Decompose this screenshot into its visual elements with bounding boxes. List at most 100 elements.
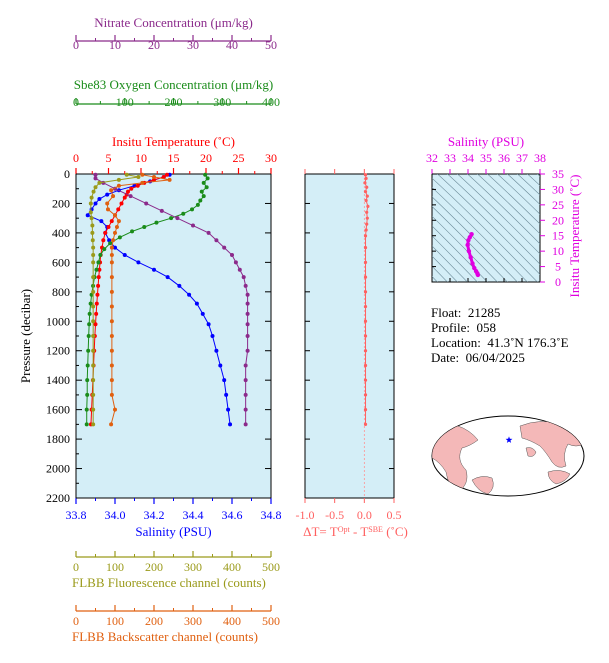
ts-salinity-tick-label: 38 (534, 151, 546, 165)
delta-t-axis-label-part: SBE (368, 525, 383, 534)
temperature-tick-label: 10 (135, 151, 147, 165)
ts-salinity-axis-label: Salinity (PSU) (448, 134, 524, 149)
data-point (96, 283, 101, 288)
oxygen-tick-label: 300 (213, 95, 231, 109)
series-ts (465, 231, 481, 278)
data-point (210, 334, 215, 338)
nitrate-tick-label: 10 (109, 38, 121, 52)
data-point (177, 283, 182, 288)
data-point (363, 190, 368, 194)
data-point (105, 192, 110, 197)
data-point (89, 292, 94, 297)
density-contour (507, 174, 540, 205)
series-line (95, 174, 249, 425)
data-point (167, 177, 172, 182)
data-point (109, 245, 114, 250)
data-point (99, 219, 104, 224)
continent (432, 425, 479, 493)
density-contour (497, 174, 540, 215)
data-point (214, 238, 219, 243)
ts-temperature-tick-label: 10 (552, 244, 564, 258)
location-value: 41.3˚N 176.3˚E (487, 335, 569, 350)
fluorescence-axis-label: FLBB Fluorescence channel (counts) (72, 575, 266, 590)
data-point (243, 363, 248, 368)
density-contour (432, 196, 518, 282)
data-point (175, 216, 180, 221)
data-point (122, 253, 127, 257)
date-value: 06/04/2025 (465, 350, 525, 365)
salinity-axis: 33.8 34.0 34.2 34.4 34.6 34.8 Salinity (PSU) (66, 498, 282, 539)
data-point (85, 213, 90, 218)
data-point (224, 392, 229, 397)
data-point (205, 176, 210, 181)
data-point (108, 241, 113, 246)
continent (443, 490, 463, 496)
ts-salinity-tick-label: 34 (462, 151, 474, 165)
data-point (113, 407, 117, 412)
pressure-tick-label: 800 (52, 285, 70, 299)
data-point (90, 238, 95, 243)
data-point (89, 216, 94, 221)
density-contour (517, 174, 540, 196)
data-point (91, 189, 96, 194)
data-point (97, 197, 102, 202)
data-point (206, 230, 211, 235)
data-point (165, 172, 169, 177)
data-point (91, 275, 96, 280)
fluorescence-tick-label: 100 (106, 560, 124, 574)
data-point (365, 222, 369, 226)
data-point (364, 228, 368, 232)
data-point (116, 207, 121, 212)
profile-plot-area (75, 173, 272, 499)
salinity-tick-label: 34.4 (183, 508, 204, 522)
ts-temperature-tick-label: 35 (552, 167, 564, 181)
ts-temperature-axis-label: Insitu Temperature (˚C) (567, 174, 582, 297)
data-point (103, 230, 108, 235)
fluorescence-tick-label: 0 (73, 560, 79, 574)
data-point (245, 301, 250, 306)
series-sbe83-oxygen-concentration (84, 172, 210, 427)
data-point (190, 207, 195, 212)
data-point (169, 216, 174, 221)
data-point (363, 334, 368, 338)
continent (547, 470, 571, 485)
data-point (203, 172, 208, 177)
data-point (363, 173, 368, 177)
data-point (109, 319, 114, 324)
data-point (466, 248, 472, 254)
data-point (109, 289, 114, 294)
data-point (364, 176, 368, 181)
ts-salinity-tick-label: 32 (426, 151, 438, 165)
backscatter-tick-label: 500 (262, 614, 280, 628)
data-point (97, 180, 102, 185)
data-point (88, 210, 93, 215)
data-point (214, 348, 219, 353)
data-point (87, 311, 92, 316)
density-contour (432, 177, 538, 282)
data-point (204, 185, 209, 190)
data-point (91, 363, 96, 368)
data-point (91, 334, 96, 338)
data-point (109, 422, 114, 427)
oxygen-axis-label: Sbe83 Oxygen Concentration (μm/kg) (74, 77, 273, 92)
backscatter-axis: 0 100 200 300 400 500 FLBB Backscatter channel… (72, 605, 280, 644)
continent (471, 476, 494, 495)
data-point (363, 378, 368, 382)
oxygen-axis: 0 100 200 300 400 Sbe83 Oxygen Concentration … (73, 77, 280, 109)
series-flbb-backscatter-channel (105, 172, 172, 427)
density-contour (432, 265, 448, 282)
oxygen-tick-label: 400 (262, 95, 280, 109)
data-point (122, 195, 127, 200)
data-point (109, 275, 114, 280)
data-point (165, 275, 170, 280)
profile-number: 058 (476, 320, 497, 335)
oxygen-tick-label: 0 (73, 95, 79, 109)
data-point (94, 267, 99, 272)
pressure-tick-label: 2200 (46, 491, 70, 505)
data-point (245, 311, 250, 316)
density-contour (432, 245, 468, 282)
data-point (468, 255, 473, 260)
data-point (85, 378, 90, 383)
data-point (222, 378, 227, 383)
data-point (91, 348, 96, 353)
